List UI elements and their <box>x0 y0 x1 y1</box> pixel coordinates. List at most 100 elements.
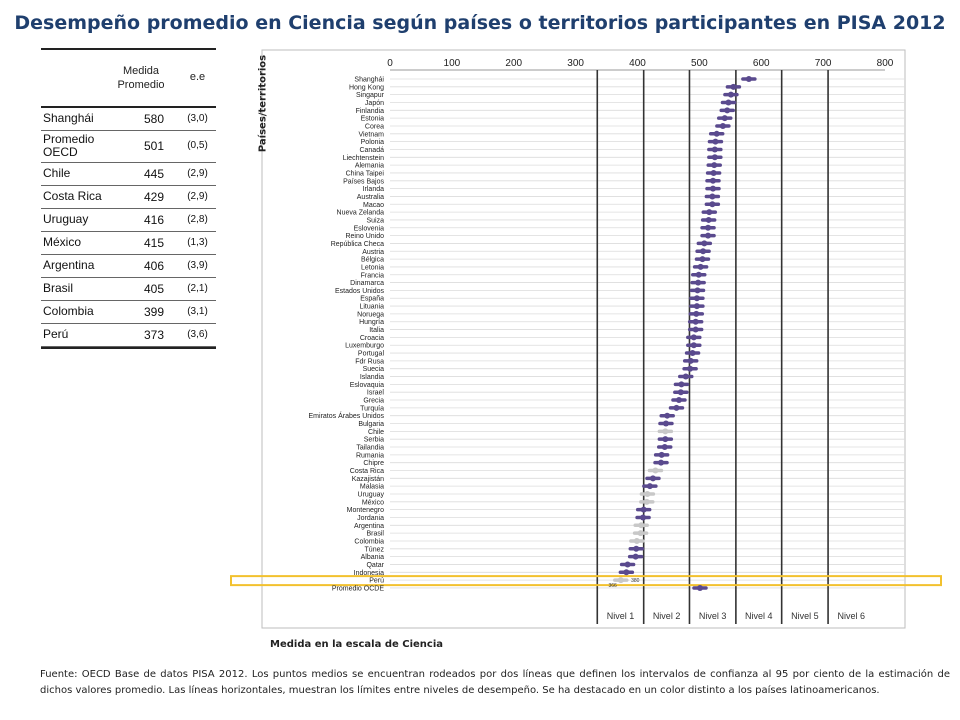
table-cell-mean: 406 <box>143 259 164 273</box>
country-label: Portugal <box>358 351 385 358</box>
table-cell-se: (3,6) <box>187 329 208 340</box>
country-label: Suecia <box>363 366 385 373</box>
country-point <box>678 381 685 388</box>
table-cell-mean: 429 <box>143 190 164 204</box>
footnote: Fuente: OECD Base de datos PISA 2012. Lo… <box>40 669 950 696</box>
country-label: Uruguay <box>358 491 385 498</box>
country-label: Jordania <box>357 515 384 522</box>
country-label: Suiza <box>366 217 384 224</box>
country-point <box>623 569 630 576</box>
country-label: Tailandia <box>356 445 384 452</box>
peru-interval-low: 366 <box>608 583 617 589</box>
table-cell-country: Promedio OECD <box>43 132 95 159</box>
table-cell-country: Uruguay <box>43 212 89 226</box>
country-point <box>624 561 631 568</box>
country-label: Polonia <box>361 139 384 146</box>
level-label: Nivel 5 <box>791 611 819 621</box>
table-cell-country: México <box>43 235 82 249</box>
country-label: Francia <box>361 272 384 279</box>
country-point <box>709 201 716 208</box>
level-label: Nivel 4 <box>745 611 773 621</box>
country-point <box>658 459 665 466</box>
country-label: Corea <box>365 123 384 130</box>
country-point <box>705 232 712 239</box>
y-axis-label: Países/territorios <box>257 54 269 153</box>
country-point <box>633 545 640 552</box>
x-tick-label: 800 <box>877 58 894 69</box>
level-label: Nivel 6 <box>838 611 866 621</box>
country-label: Eslovenia <box>354 225 384 232</box>
country-label: Estados Unidos <box>335 288 385 295</box>
country-point <box>709 185 716 192</box>
table-cell-mean: 501 <box>143 139 164 153</box>
country-point <box>664 412 671 419</box>
country-label: Canadá <box>359 147 384 154</box>
country-point <box>695 279 702 286</box>
x-tick-label: 0 <box>387 58 393 69</box>
table-cell-country: Chile <box>43 166 71 180</box>
country-point <box>689 350 696 357</box>
country-point <box>692 326 699 333</box>
country-label: Finlandia <box>356 108 385 115</box>
country-point <box>632 553 639 560</box>
table-row: Brasil 405 (2,1) <box>41 278 216 301</box>
country-label: Israel <box>367 390 385 397</box>
country-point <box>725 99 732 106</box>
country-point <box>617 577 624 584</box>
table-cell-country: Colombia <box>43 304 94 318</box>
country-point <box>633 537 640 544</box>
country-point <box>727 91 734 98</box>
country-label: Macao <box>363 202 384 209</box>
country-label: Singapur <box>356 92 385 99</box>
country-label: Colombia <box>354 538 384 545</box>
country-point <box>692 318 699 325</box>
country-point <box>687 365 694 372</box>
table-cell-country: Shanghái <box>43 111 94 125</box>
country-point <box>694 287 701 294</box>
country-point <box>711 162 718 169</box>
x-tick-label: 300 <box>567 58 584 69</box>
table-header: Medida Promedio e.e <box>41 50 216 108</box>
header-mean: Medida Promedio <box>117 65 165 91</box>
country-point <box>644 490 651 497</box>
country-label: Austria <box>362 249 384 256</box>
country-point <box>721 115 728 122</box>
country-label: República Checa <box>331 241 384 248</box>
table-row: Chile 445 (2,9) <box>41 163 216 186</box>
country-label: Indonesia <box>354 570 384 577</box>
header-se: e.e <box>189 71 206 83</box>
country-label: Noruega <box>357 311 384 318</box>
country-label: Letonia <box>361 264 384 271</box>
table-body: Shanghái 580 (3,0) Promedio OECD 501 (0,5) Chi… <box>41 108 216 347</box>
country-label: Shanghái <box>354 77 384 84</box>
table-cell-se: (1,3) <box>187 237 208 248</box>
country-label: Promedio OCDE <box>332 585 384 592</box>
table-cell-se: (2,9) <box>187 168 208 179</box>
country-point <box>649 475 656 482</box>
table-cell-country: Costa Rica <box>43 189 102 203</box>
country-point <box>693 303 700 310</box>
country-point <box>640 514 647 521</box>
country-label: Fdr Rusa <box>355 358 384 365</box>
country-label: Perú <box>369 578 384 585</box>
country-point <box>687 357 694 364</box>
country-label: Turquía <box>360 405 384 412</box>
country-label: Bulgaria <box>358 421 384 428</box>
table-cell-mean: 373 <box>143 328 164 342</box>
country-label: Croacia <box>360 335 384 342</box>
x-axis-label: Medida en la escala de Ciencia <box>270 639 444 650</box>
country-point <box>662 436 669 443</box>
country-label: Liechtenstein <box>343 155 384 162</box>
table-row: México 415 (1,3) <box>41 232 216 255</box>
country-point <box>701 240 708 247</box>
country-point <box>658 451 665 458</box>
country-point <box>643 498 650 505</box>
country-label: Italia <box>369 327 384 334</box>
summary-table: Medida Promedio e.e Shanghái 580 (3,0) Prom… <box>41 48 216 349</box>
table-cell-se: (2,9) <box>187 191 208 202</box>
x-tick-label: 600 <box>753 58 770 69</box>
country-point <box>697 263 704 270</box>
country-point <box>705 216 712 223</box>
country-label: España <box>360 296 384 303</box>
table-cell-se: (3,1) <box>187 306 208 317</box>
